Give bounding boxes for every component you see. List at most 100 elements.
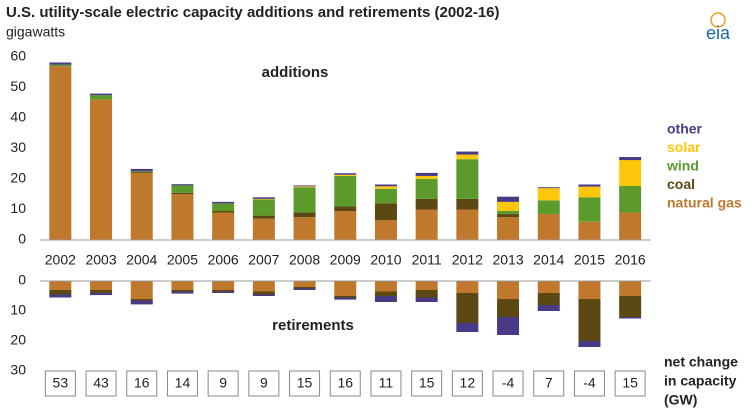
x-tick-label: 2012 (452, 252, 483, 268)
net-box (207, 370, 239, 397)
bar-segment (130, 300, 153, 305)
y-tick-label: 40 (10, 109, 26, 125)
bar-segment (497, 217, 520, 240)
net-change-value: 16 (337, 375, 353, 391)
bar-segment (334, 175, 357, 207)
bar-segment (578, 197, 601, 222)
net-box (44, 370, 76, 397)
bar-segment (497, 201, 520, 212)
bar-segment (497, 211, 520, 215)
bar-segment (537, 281, 560, 293)
x-tick-label: 2008 (289, 252, 320, 268)
bar-segment (334, 297, 357, 300)
bar-segment (334, 174, 357, 176)
legend-entry: solar (667, 139, 701, 155)
bar-segment (212, 212, 235, 240)
net-box (166, 370, 198, 397)
x-tick-label: 2011 (412, 252, 442, 268)
net-change-value: 11 (379, 375, 394, 391)
bar-segment (49, 62, 72, 65)
bar-segment (537, 200, 560, 215)
bar-segment (374, 188, 397, 204)
net-change-value: -4 (583, 375, 596, 391)
net-change-label: (GW) (664, 392, 697, 408)
bar-segment (90, 99, 113, 240)
bar-segment (456, 323, 479, 332)
net-box (370, 370, 402, 397)
net-box (451, 370, 483, 397)
bar-segment (334, 281, 357, 296)
bar-segment (578, 299, 601, 341)
logo-mark (710, 12, 726, 28)
bar-segment (334, 206, 357, 212)
net-box (85, 370, 117, 397)
bar-segment (619, 317, 642, 319)
bar-segment (374, 291, 397, 296)
bar-segment (415, 179, 438, 199)
net-change-label: net change (664, 354, 738, 370)
bar-segment (619, 296, 642, 317)
bar-segment (212, 290, 235, 292)
net-change-value: 16 (134, 375, 150, 391)
bar-segment (334, 296, 357, 298)
bar-segment (171, 291, 194, 294)
bar-segment (537, 187, 560, 189)
panel-label: retirements (272, 317, 354, 334)
net-box (329, 370, 361, 397)
legend-entry: natural gas (667, 195, 742, 211)
bar-segment (293, 281, 316, 287)
x-tick-label: 2013 (492, 252, 523, 268)
bar-segment (415, 172, 438, 176)
net-change-label: in capacity (664, 373, 737, 389)
bar-segment (497, 299, 520, 317)
y-tick-label: 0 (18, 231, 26, 247)
x-tick-label: 2014 (533, 252, 564, 268)
bar-segment (619, 186, 642, 213)
y-tick-label: 50 (10, 78, 26, 94)
bar-segment (49, 294, 72, 298)
y-tick-label: 60 (10, 48, 26, 64)
bar-segment (619, 212, 642, 240)
net-change-value: 43 (93, 375, 109, 391)
bar-segment (374, 296, 397, 302)
bar-segment (90, 93, 113, 96)
bar-segment (252, 218, 275, 240)
net-box (533, 370, 565, 397)
net-box (573, 370, 605, 397)
net-box (289, 370, 321, 397)
bar-segment (130, 172, 153, 240)
bar-segment (456, 159, 479, 199)
bar-segment (619, 160, 642, 187)
bar-segment (456, 209, 479, 240)
bar-segment (49, 290, 72, 295)
legend-entry: wind (666, 158, 699, 174)
bar-segment (90, 281, 113, 290)
logo: eia (706, 23, 731, 43)
legend-entry: coal (667, 176, 695, 192)
bar-segment (252, 281, 275, 292)
bar-segment (374, 220, 397, 240)
x-tick-label: 2016 (615, 252, 646, 268)
x-tick-label: 2003 (85, 252, 116, 268)
bar-segment (456, 281, 479, 293)
bar-segment (334, 211, 357, 240)
bar-segment (293, 185, 316, 187)
bar-segment (415, 297, 438, 302)
bar-segment (334, 173, 357, 175)
net-box (492, 370, 524, 397)
bar-segment (374, 186, 397, 189)
y-tick-label: 0 (18, 272, 26, 288)
bar-segment (537, 214, 560, 240)
x-tick-label: 2004 (126, 252, 157, 268)
bar-segment (130, 168, 153, 172)
bar-segment (212, 201, 235, 204)
bar-segment (90, 293, 113, 296)
bar-segment (578, 341, 601, 347)
bar-segment (90, 95, 113, 100)
bar-segment (578, 281, 601, 299)
x-tick-label: 2005 (167, 252, 198, 268)
x-tick-label: 2002 (45, 252, 76, 268)
bar-segment (374, 281, 397, 292)
bar-segment (49, 281, 72, 290)
